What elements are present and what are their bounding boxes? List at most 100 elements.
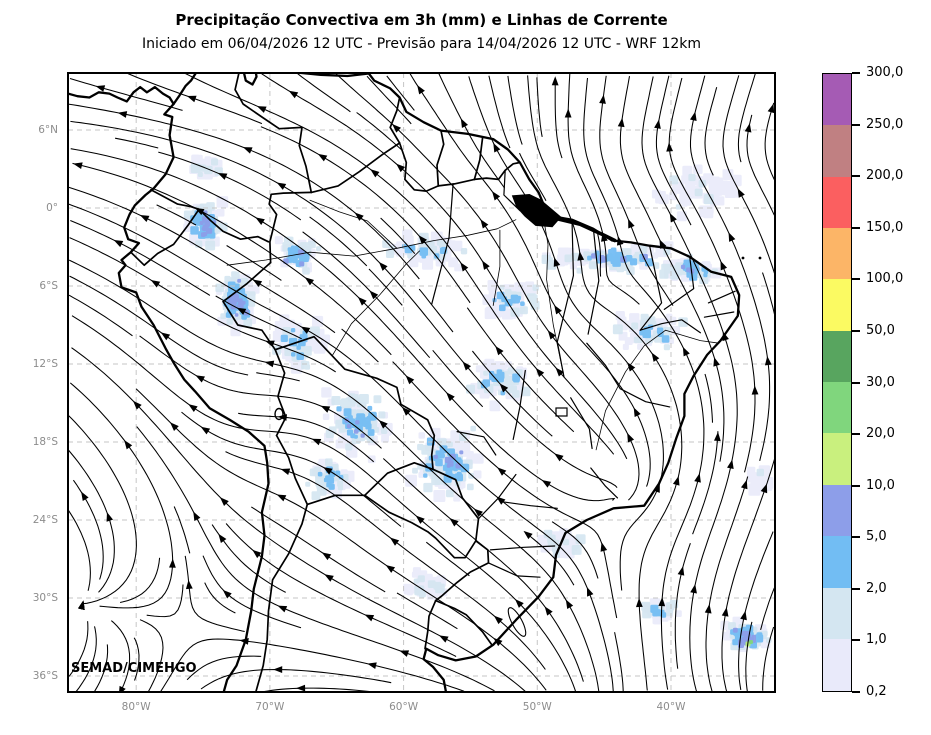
map-frame: [67, 72, 776, 693]
colorbar-tick-label: 250,0: [866, 116, 904, 132]
country-border: [222, 261, 277, 351]
country-border: [432, 468, 480, 542]
country-border: [473, 137, 484, 181]
lat-tick-label: 6°S: [39, 280, 58, 292]
colorbar-segment: [823, 228, 851, 280]
state-border: [456, 431, 497, 456]
country-border: [234, 73, 313, 194]
colorbar-tick-label: 5,0: [866, 529, 887, 545]
colorbar-segment: [823, 125, 851, 178]
colorbar-tick-label: 200,0: [866, 168, 904, 184]
colorbar-tick-label: 10,0: [866, 477, 895, 493]
colorbar-segment: [823, 433, 851, 486]
lagoa-dos-patos: [507, 607, 527, 637]
country-border: [398, 142, 440, 192]
colorbar-segment: [823, 638, 851, 691]
colorbar-tick-label: 2,0: [866, 580, 887, 596]
colorbar-segment: [823, 587, 851, 640]
lon-tick-label: 80°W: [121, 701, 151, 713]
streamline-layer: [68, 73, 775, 692]
state-border: [489, 545, 556, 551]
lon-tick-label: 40°W: [656, 701, 686, 713]
streamlines: [68, 73, 775, 692]
lat-tick-label: 30°S: [32, 592, 58, 604]
state-border: [703, 311, 735, 318]
state-border: [487, 562, 541, 578]
country-border: [310, 142, 401, 194]
state-border: [663, 256, 695, 310]
lat-tick-label: 6°N: [38, 124, 58, 136]
state-border: [512, 369, 526, 440]
colorbar-tick: [852, 278, 860, 281]
colorbar-tick-label: 1,0: [866, 632, 887, 648]
state-border: [503, 169, 521, 212]
colorbar-tick: [852, 587, 860, 590]
state-border: [639, 245, 663, 331]
colorbar-tick: [852, 639, 860, 642]
river-line: [332, 250, 420, 356]
graticule-layer: [68, 73, 775, 692]
colorbar-segment: [823, 279, 851, 332]
colorbar-tick: [852, 536, 860, 539]
credit-text: SEMAD/CIMEHGO: [71, 661, 197, 676]
lat-tick-label: 36°S: [32, 670, 58, 682]
country-border: [437, 178, 476, 187]
colorbar-tick: [852, 123, 860, 126]
state-border: [431, 183, 454, 305]
state-border: [570, 397, 593, 450]
country-border: [389, 96, 401, 144]
colorbar-tick: [852, 175, 860, 178]
river-line: [309, 199, 398, 249]
state-border: [501, 501, 558, 509]
island-dot: [741, 256, 745, 260]
page-subtitle: Iniciado em 06/04/2026 12 UTC - Previsão…: [141, 36, 702, 52]
country-border: [268, 191, 313, 264]
colorbar-tick: [852, 72, 860, 74]
lon-tick-label: 70°W: [255, 701, 285, 713]
state-border: [619, 388, 671, 408]
colorbar-segment: [823, 382, 851, 434]
colorbar-segment: [823, 330, 851, 383]
coastline: [242, 73, 258, 86]
country-border: [198, 208, 270, 243]
state-border: [590, 467, 619, 499]
country-border: [473, 161, 521, 181]
colorbar-tick-label: 100,0: [866, 271, 904, 287]
colorbar-tick-label: 20,0: [866, 426, 895, 442]
state-border: [707, 290, 736, 304]
page-title: Precipitação Convectiva em 3h (mm) e Lin…: [175, 11, 668, 29]
colorbar-tick-label: 0,2: [866, 684, 887, 699]
colorbar-tick-label: 300,0: [866, 65, 904, 80]
river-line: [595, 329, 720, 451]
precipitation-layer: [183, 154, 774, 653]
colorbar-segment: [823, 536, 851, 588]
colorbar-tick: [852, 484, 860, 487]
colorbar-tick: [852, 226, 860, 229]
colorbar-segment: [823, 484, 851, 537]
colorbar-tick: [852, 433, 860, 436]
state-border: [556, 219, 574, 378]
colorbar-tick: [852, 329, 860, 332]
lat-tick-label: 0°: [46, 202, 58, 214]
amazon-delta: [511, 193, 562, 228]
geography-layer: [68, 73, 762, 692]
state-border: [639, 319, 701, 334]
colorbar-tick-label: 150,0: [866, 219, 904, 235]
coastline: [117, 73, 270, 692]
country-border: [274, 335, 436, 471]
colorbar-tick-label: 50,0: [866, 322, 895, 338]
colorbar-tick: [852, 691, 860, 693]
coastline: [68, 85, 175, 106]
lat-tick-label: 12°S: [32, 358, 58, 370]
state-border: [587, 228, 600, 335]
country-border: [254, 503, 309, 692]
country-border: [436, 129, 445, 187]
colorbar-tick-label: 30,0: [866, 374, 895, 390]
colorbar-segment: [823, 176, 851, 229]
country-border: [275, 434, 309, 506]
country-border: [274, 348, 287, 437]
colorbar: [822, 73, 852, 692]
state-border: [586, 342, 621, 390]
